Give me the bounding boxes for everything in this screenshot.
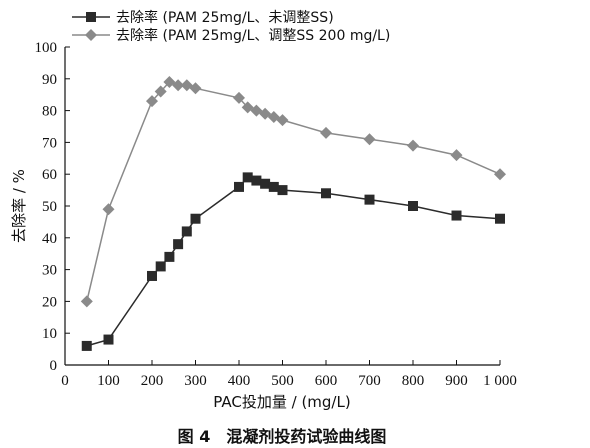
series-1-point <box>251 175 262 186</box>
series-2-line <box>86 81 501 302</box>
legend-marker-square <box>86 12 96 22</box>
series-1-point <box>268 181 279 192</box>
y-tick-label: 60 <box>42 167 57 183</box>
series-2-point <box>146 95 158 108</box>
y-tick-label: 50 <box>42 199 57 215</box>
y-axis-ticks: 0 10 20 30 40 50 60 70 80 90 100 <box>35 40 70 374</box>
y-tick-label: 80 <box>42 104 57 120</box>
x-tick-label: 500 <box>271 373 294 389</box>
series-1-point <box>451 210 462 221</box>
series-1-point <box>181 226 192 237</box>
legend-label-series-2: 去除率 (PAM 25mg/L、调整SS 200 mg/L) <box>116 27 390 44</box>
y-tick-label: 10 <box>42 326 57 342</box>
series-1-point <box>234 181 244 192</box>
series-1-point <box>147 270 157 281</box>
x-tick-label: 600 <box>315 373 338 389</box>
x-tick-label: 0 <box>61 373 69 389</box>
legend-entry-series-1: 去除率 (PAM 25mg/L、未调整SS) <box>72 9 334 26</box>
series-2-point <box>320 126 332 139</box>
y-axis-title: 去除率 / % <box>10 169 28 243</box>
series-1-point <box>260 178 271 189</box>
series-1-point <box>155 261 166 272</box>
figure-caption: 图 4 混凝剂投药试验曲线图 <box>178 427 387 446</box>
legend-marker-diamond <box>85 29 97 41</box>
series-1-point <box>190 213 201 224</box>
x-axis-title: PAC投加量 / (mg/L) <box>213 393 350 411</box>
series-1-point <box>242 172 253 183</box>
x-tick-label: 900 <box>445 373 468 389</box>
y-tick-label: 90 <box>42 72 57 88</box>
series-1-point <box>164 251 175 262</box>
y-tick-label: 20 <box>42 294 57 310</box>
legend: 去除率 (PAM 25mg/L、未调整SS) 去除率 (PAM 25mg/L、调… <box>72 9 390 44</box>
x-tick-label: 100 <box>97 373 120 389</box>
plot-area: 0 100 200 300 400 500 600 700 800 900 1 000 0 10 20 3… <box>35 40 517 389</box>
series-1-point <box>364 194 375 205</box>
series-2-point <box>102 203 115 216</box>
x-tick-label: 400 <box>228 373 251 389</box>
y-tick-label: 30 <box>42 263 57 279</box>
series-2-point <box>450 149 463 162</box>
y-tick-label: 100 <box>35 40 58 56</box>
series-2-point <box>407 139 419 152</box>
series-2-point <box>172 79 185 92</box>
x-axis-ticks: 0 100 200 300 400 500 600 700 800 900 1 000 <box>61 360 517 389</box>
series-1-point <box>408 201 418 211</box>
y-tick-label: 40 <box>42 231 57 247</box>
y-tick-label: 0 <box>50 358 58 374</box>
x-tick-label: 200 <box>141 373 164 389</box>
x-tick-label: 800 <box>402 373 425 389</box>
legend-entry-series-2: 去除率 (PAM 25mg/L、调整SS 200 mg/L) <box>72 27 390 44</box>
series-1-point <box>495 213 505 224</box>
x-tick-label: 300 <box>184 373 207 389</box>
legend-label-series-1: 去除率 (PAM 25mg/L、未调整SS) <box>116 9 334 26</box>
y-tick-label: 70 <box>42 135 57 151</box>
series-1-line <box>86 176 501 347</box>
series-1-point <box>277 185 288 196</box>
series-1-point <box>81 340 92 351</box>
x-tick-label: 1 000 <box>483 373 517 389</box>
series-2-point <box>494 168 506 181</box>
series-2-point <box>189 82 202 95</box>
series-2-point <box>276 114 289 127</box>
series-1-point <box>173 239 184 250</box>
series-2-point <box>80 295 93 308</box>
series-2-point <box>363 133 376 146</box>
series-layer <box>80 76 506 351</box>
series-1-point <box>103 334 114 345</box>
series-2-point <box>154 85 167 98</box>
series-1-point <box>321 188 331 199</box>
x-tick-label: 700 <box>358 373 381 389</box>
series-2-point <box>233 91 245 104</box>
